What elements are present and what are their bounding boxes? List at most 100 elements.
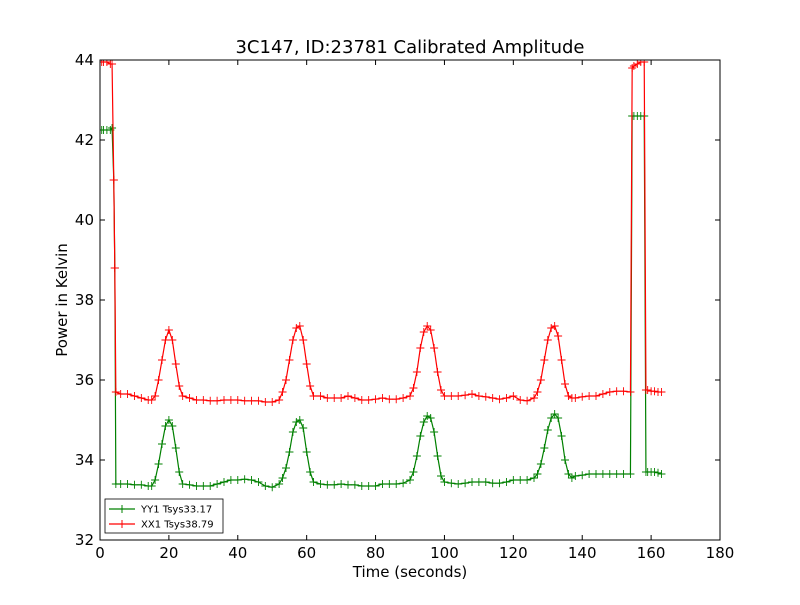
data-point-marker — [309, 478, 318, 486]
data-point-marker — [523, 396, 532, 405]
data-point-marker — [240, 475, 249, 484]
data-point-marker — [295, 322, 304, 330]
data-point-marker — [168, 422, 177, 430]
data-point-marker — [158, 356, 166, 364]
data-point-marker — [399, 479, 408, 488]
data-point-marker — [561, 456, 569, 464]
y-tick-label: 36 — [75, 371, 94, 389]
data-point-marker — [288, 428, 297, 436]
data-point-marker — [168, 336, 177, 344]
x-tick-label: 180 — [706, 544, 735, 562]
data-point-marker — [247, 476, 256, 484]
data-point-marker — [474, 392, 483, 400]
series-0 — [100, 112, 666, 492]
data-point-marker — [409, 468, 418, 476]
x-tick-label: 120 — [499, 544, 528, 562]
x-tick-label: 0 — [95, 544, 105, 562]
data-point-marker — [299, 424, 308, 432]
data-point-marker — [406, 476, 414, 484]
data-point-marker — [344, 392, 352, 400]
data-point-marker — [130, 392, 139, 400]
data-point-marker — [409, 384, 418, 392]
data-point-marker — [147, 482, 156, 490]
data-point-marker — [461, 391, 470, 400]
data-point-marker — [509, 476, 518, 484]
data-point-marker — [564, 392, 573, 400]
data-point-marker — [406, 392, 414, 400]
data-point-marker — [619, 470, 628, 478]
data-point-marker — [447, 479, 456, 488]
data-point-marker — [612, 470, 621, 478]
data-point-marker — [440, 478, 449, 486]
data-point-marker — [557, 356, 566, 364]
x-tick-label: 100 — [430, 544, 459, 562]
data-point-marker — [598, 390, 607, 398]
data-point-marker — [468, 478, 476, 486]
data-point-marker — [110, 264, 119, 272]
data-point-marker — [199, 396, 208, 404]
data-point-marker — [288, 336, 297, 344]
data-point-marker — [357, 396, 366, 404]
data-point-marker — [550, 322, 559, 330]
data-point-marker — [282, 376, 290, 384]
data-point-marker — [423, 412, 432, 420]
data-point-marker — [302, 360, 311, 368]
data-point-marker — [509, 392, 518, 400]
data-point-marker — [619, 387, 628, 396]
data-point-marker — [392, 395, 401, 404]
data-point-marker — [154, 460, 163, 468]
data-point-marker — [454, 392, 463, 400]
data-point-marker — [240, 396, 249, 405]
data-point-marker — [278, 388, 287, 396]
data-point-marker — [220, 396, 228, 404]
data-point-marker — [158, 440, 166, 448]
data-point-marker — [371, 395, 380, 404]
data-point-marker — [137, 480, 146, 489]
data-point-marker — [592, 392, 600, 400]
data-point-marker — [571, 394, 580, 402]
data-point-marker — [344, 480, 352, 489]
data-point-marker — [316, 480, 325, 488]
data-point-marker — [626, 470, 635, 478]
data-point-marker — [564, 470, 573, 478]
data-point-marker — [571, 472, 580, 480]
data-point-marker — [175, 468, 184, 476]
data-point-marker — [161, 336, 170, 344]
data-point-marker — [285, 356, 294, 364]
data-point-marker — [461, 479, 470, 488]
data-point-marker — [254, 396, 263, 405]
data-point-marker — [468, 390, 476, 398]
data-point-marker — [592, 470, 600, 478]
data-point-marker — [543, 426, 552, 434]
data-point-marker — [275, 480, 284, 488]
data-point-marker — [330, 394, 339, 402]
data-point-marker — [423, 322, 432, 330]
data-point-marker — [433, 368, 442, 376]
y-tick-label: 32 — [75, 531, 94, 549]
y-axis-label: Power in Kelvin — [53, 243, 71, 357]
data-point-marker — [151, 392, 160, 400]
data-point-marker — [440, 392, 449, 400]
data-point-marker — [337, 394, 346, 402]
data-point-marker — [192, 396, 201, 404]
y-tick-label: 38 — [75, 291, 94, 309]
data-point-marker — [612, 387, 621, 396]
legend: YY1 Tsys33.17 XX1 Tsys38.79 — [104, 498, 224, 534]
data-point-marker — [192, 482, 201, 490]
data-point-marker — [337, 480, 346, 488]
data-point-marker — [657, 388, 666, 396]
data-point-marker — [554, 332, 563, 340]
data-point-marker — [385, 395, 394, 404]
data-point-marker — [275, 396, 284, 404]
data-point-marker — [306, 382, 315, 390]
data-point-marker — [533, 388, 542, 396]
data-point-marker — [178, 392, 187, 400]
chart-title: 3C147, ID:23781 Calibrated Amplitude — [235, 37, 584, 58]
data-point-marker — [378, 394, 387, 402]
data-point-marker — [650, 468, 659, 476]
data-point-marker — [426, 326, 435, 334]
data-point-marker — [299, 336, 308, 344]
data-point-marker — [247, 396, 256, 405]
data-point-marker — [412, 368, 421, 376]
data-point-marker — [626, 388, 635, 396]
